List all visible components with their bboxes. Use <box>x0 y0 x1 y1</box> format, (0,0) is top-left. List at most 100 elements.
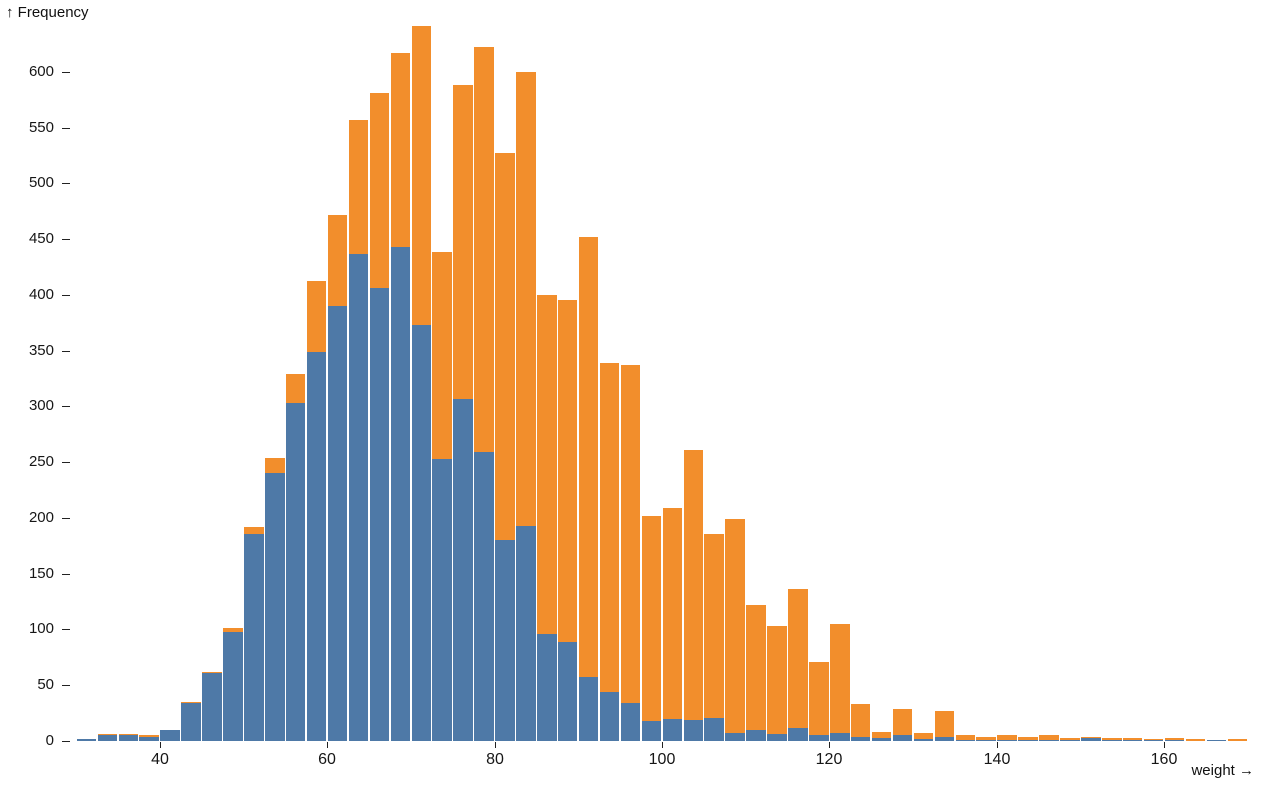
bar-segment-bottom-series-blue <box>244 533 264 741</box>
bar-segment-bottom-series-blue <box>788 727 808 741</box>
x-tick-mark <box>997 742 998 748</box>
bar-segment-bottom-series-blue <box>955 739 976 741</box>
y-tick-mark <box>62 574 70 575</box>
bar-segment-top-series-orange <box>557 300 578 642</box>
bar-segment-bottom-series-blue <box>1164 739 1185 741</box>
x-tick-label: 40 <box>151 751 169 768</box>
bar-segment-top-series-orange <box>244 526 264 534</box>
bar-segment-bottom-series-blue <box>725 733 745 741</box>
bar-segment-top-series-orange <box>181 701 201 704</box>
bar-segment-top-series-orange <box>118 734 139 736</box>
bar-segment-bottom-series-blue <box>934 736 955 741</box>
y-tick-label: 500 <box>28 174 54 191</box>
bar-segment-bottom-series-blue <box>1143 739 1164 741</box>
bar-segment-bottom-series-blue <box>746 729 766 741</box>
bar-segment-top-series-orange <box>683 449 704 720</box>
x-tick-label: 160 <box>1150 751 1178 768</box>
bar-segment-top-series-orange <box>788 589 808 728</box>
bar-segment-top-series-orange <box>809 661 829 736</box>
bar-segment-bottom-series-blue <box>1102 739 1122 741</box>
bar-segment-bottom-series-blue <box>285 403 306 741</box>
bar-segment-top-series-orange <box>641 515 662 721</box>
y-tick-label: 600 <box>28 63 54 80</box>
bar-segment-bottom-series-blue <box>348 253 369 741</box>
y-tick-mark <box>62 741 70 742</box>
x-tick-mark <box>829 742 830 748</box>
y-tick-mark <box>62 72 70 73</box>
bar-segment-bottom-series-blue <box>390 246 411 741</box>
bar-segment-top-series-orange <box>767 626 787 735</box>
x-tick-label: 80 <box>486 751 504 768</box>
bar-segment-top-series-orange <box>390 52 411 247</box>
bar-segment-top-series-orange <box>1039 735 1059 740</box>
y-tick-label: 450 <box>28 230 54 247</box>
bar-segment-top-series-orange <box>516 71 536 526</box>
x-tick-label: 140 <box>983 751 1011 768</box>
bar-segment-top-series-orange <box>830 623 850 734</box>
y-tick-label: 0 <box>45 732 54 749</box>
bar-segment-top-series-orange <box>1227 738 1248 741</box>
y-tick-label: 50 <box>37 676 54 693</box>
y-tick-label: 200 <box>28 509 54 526</box>
bar-segment-bottom-series-blue <box>809 735 829 741</box>
bar-segment-bottom-series-blue <box>411 324 432 741</box>
x-tick-mark <box>495 742 496 748</box>
bar-segment-bottom-series-blue <box>599 691 620 741</box>
y-tick-label: 250 <box>28 453 54 470</box>
y-tick-mark <box>62 183 70 184</box>
y-tick-label: 150 <box>28 565 54 582</box>
y-tick-mark <box>62 629 70 630</box>
y-tick-mark <box>62 351 70 352</box>
bar-segment-bottom-series-blue <box>495 540 515 741</box>
bar-segment-top-series-orange <box>955 735 976 740</box>
bar-segment-bottom-series-blue <box>830 733 850 741</box>
y-tick-mark <box>62 685 70 686</box>
bar-segment-bottom-series-blue <box>516 525 536 741</box>
bar-segment-bottom-series-blue <box>997 739 1017 741</box>
y-tick-mark <box>62 518 70 519</box>
bar-segment-top-series-orange <box>1164 737 1185 740</box>
bar-segment-bottom-series-blue <box>913 738 934 741</box>
bar-segment-bottom-series-blue <box>1018 739 1038 741</box>
y-tick-mark <box>62 128 70 129</box>
x-tick-mark <box>327 742 328 748</box>
bar-segment-top-series-orange <box>662 507 683 719</box>
bar-segment-bottom-series-blue <box>892 735 913 741</box>
bar-segment-top-series-orange <box>1122 737 1143 740</box>
bar-segment-top-series-orange <box>348 119 369 254</box>
bar-segment-top-series-orange <box>202 671 222 673</box>
y-tick-label: 100 <box>28 620 54 637</box>
bar-segment-bottom-series-blue <box>1122 739 1143 741</box>
bar-segment-bottom-series-blue <box>202 672 222 741</box>
bar-segment-bottom-series-blue <box>1206 739 1227 741</box>
bar-segment-top-series-orange <box>725 519 745 734</box>
x-tick-mark <box>662 742 663 748</box>
x-tick-mark <box>1164 742 1165 748</box>
bar-segment-bottom-series-blue <box>557 641 578 741</box>
bar-segment-bottom-series-blue <box>1081 737 1101 741</box>
bar-segment-bottom-series-blue <box>976 739 996 741</box>
bar-segment-bottom-series-blue <box>620 703 641 741</box>
bar-segment-bottom-series-blue <box>683 719 704 741</box>
bar-segment-top-series-orange <box>1081 736 1101 738</box>
x-axis-label: weight → <box>1191 762 1254 779</box>
bar-segment-top-series-orange <box>578 236 599 678</box>
bar-segment-top-series-orange <box>746 604 766 730</box>
bar-segment-bottom-series-blue <box>97 735 118 741</box>
bar-segment-bottom-series-blue <box>767 734 787 741</box>
bar-segment-bottom-series-blue <box>181 703 201 741</box>
bar-segment-bottom-series-blue <box>369 288 390 741</box>
bar-segment-top-series-orange <box>997 735 1017 740</box>
bar-segment-top-series-orange <box>913 733 934 739</box>
bar-segment-top-series-orange <box>976 736 996 740</box>
bar-segment-bottom-series-blue <box>327 306 348 741</box>
bar-segment-top-series-orange <box>850 704 871 737</box>
bar-segment-bottom-series-blue <box>662 718 683 741</box>
bar-segment-top-series-orange <box>285 374 306 404</box>
y-tick-label: 300 <box>28 397 54 414</box>
y-tick-label: 350 <box>28 342 54 359</box>
bar-segment-top-series-orange <box>495 153 515 541</box>
y-tick-mark <box>62 462 70 463</box>
y-axis-label: ↑ Frequency <box>6 4 89 21</box>
